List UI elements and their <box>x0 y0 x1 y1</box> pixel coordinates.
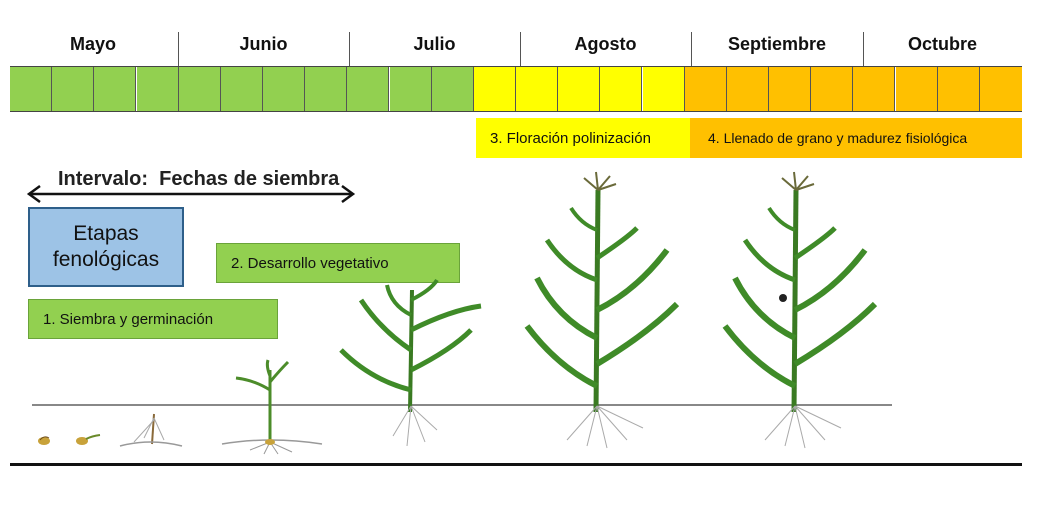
timeline-week-cell <box>516 67 559 111</box>
timeline-week-cell <box>600 67 643 111</box>
month-separator <box>691 32 692 66</box>
timeline-week-cell <box>642 67 685 111</box>
timeline-week-cell <box>220 67 263 111</box>
corn-plant-icon <box>524 171 680 449</box>
timeline-week-cell <box>895 67 938 111</box>
timeline-week-cell <box>136 67 179 111</box>
timeline-bar <box>10 66 1022 112</box>
timeline-week-cell <box>52 67 95 111</box>
timeline-week-cell <box>726 67 769 111</box>
timeline-week-cell <box>769 67 812 111</box>
timeline-week-cell <box>558 67 601 111</box>
corn-plant-icon <box>722 171 878 449</box>
timeline-week-cell <box>853 67 896 111</box>
timeline-week-cell <box>979 67 1022 111</box>
month-separator <box>178 32 179 66</box>
timeline-week-cell <box>305 67 348 111</box>
seed-icon <box>38 436 50 445</box>
month-junio: Junio <box>239 34 288 54</box>
month-separator <box>520 32 521 66</box>
timeline-week-cell <box>10 67 53 111</box>
month-separator <box>863 32 864 66</box>
plant-illustrations <box>38 171 878 455</box>
month-separator <box>349 32 350 66</box>
month-mayo: Mayo <box>69 34 116 54</box>
month-header-row: Mayo Junio Julio Agosto Septiembre Octub… <box>8 28 1022 66</box>
month-agosto: Agosto <box>574 34 637 54</box>
timeline-week-cell <box>94 67 137 111</box>
timeline-week-cell <box>811 67 854 111</box>
timeline-week-cell <box>347 67 390 111</box>
ground-line <box>32 404 892 406</box>
stage-floracion-label: 3. Floración polinización <box>476 118 690 158</box>
bottom-rule <box>10 463 1022 466</box>
timeline-week-cell <box>473 67 516 111</box>
etapas-fenologicas-box: Etapas fenológicas <box>28 207 184 287</box>
timeline-week-cell <box>389 67 432 111</box>
corn-plant-icon <box>339 278 482 447</box>
seedling-icon <box>119 413 183 447</box>
timeline-week-cell <box>937 67 980 111</box>
timeline-week-cell <box>263 67 306 111</box>
seed-icon <box>76 434 101 445</box>
stage-llenado-label: 4. Llenado de grano y madurez fisiológic… <box>690 118 1022 158</box>
stage-desarrollo-label: 2. Desarrollo vegetativo <box>216 243 460 283</box>
stage-siembra-label: 1. Siembra y germinación <box>28 299 278 339</box>
double-arrow-icon <box>26 184 356 204</box>
seedling-icon <box>221 359 323 455</box>
month-julio: Julio <box>413 34 456 54</box>
timeline-week-cell <box>684 67 727 111</box>
intervalo-label: Intervalo: Fechas de siembra <box>58 168 340 190</box>
month-octubre: Octubre <box>907 34 977 54</box>
timeline-week-cell <box>431 67 474 111</box>
timeline-week-cell <box>178 67 221 111</box>
month-septiembre: Septiembre <box>727 34 827 54</box>
